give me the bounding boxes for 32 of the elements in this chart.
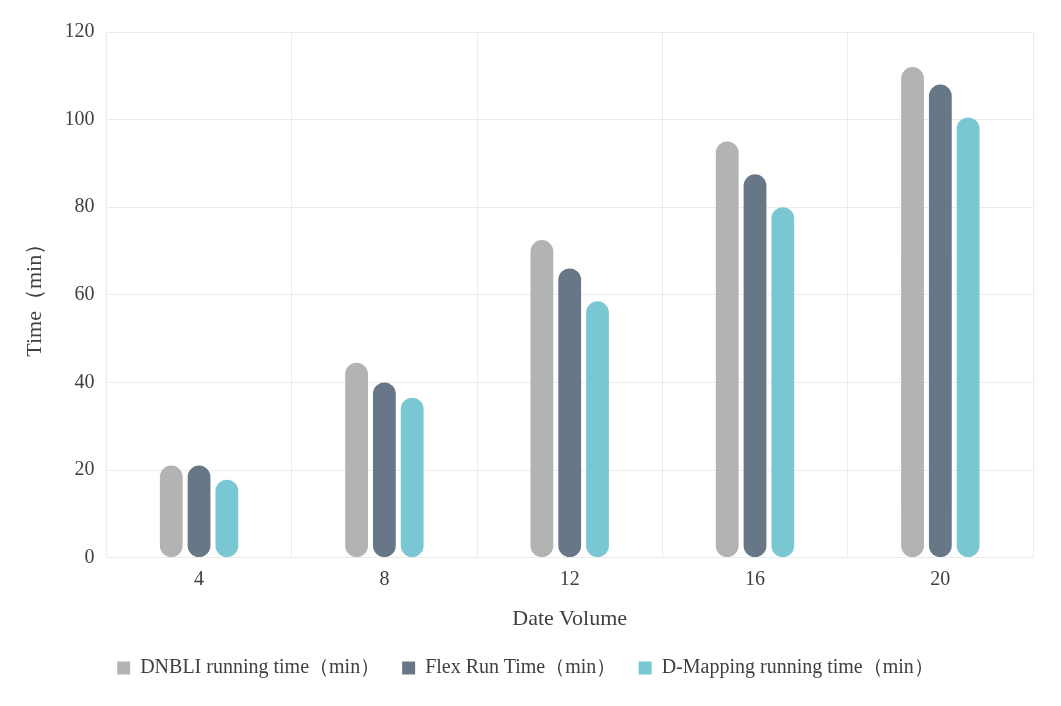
y-tick-label: 80: [74, 194, 95, 217]
y-tick-label: 0: [84, 544, 95, 567]
y-tick-label: 100: [64, 106, 95, 129]
bar: [586, 301, 609, 558]
bar: [400, 397, 424, 558]
y-tick-label: 60: [74, 282, 95, 305]
bar: [159, 465, 183, 558]
y-tick-label: 20: [74, 457, 95, 480]
bar: [956, 117, 980, 558]
x-tick-label: 8: [379, 566, 390, 589]
bar: [187, 465, 211, 558]
x-tick-label: 20: [930, 566, 951, 589]
bar: [345, 362, 368, 558]
x-tick-label: 4: [194, 566, 205, 589]
y-tick-label: 120: [64, 19, 95, 42]
bar: [743, 174, 767, 558]
x-tick-label: 16: [745, 566, 766, 589]
y-tick-label: 40: [74, 369, 95, 392]
bar: [215, 479, 239, 558]
legend-label: D-Mapping running time（min）: [661, 655, 934, 679]
y-axis-title: Time（min）: [20, 232, 46, 357]
legend-label: DNBLI running time（min）: [140, 655, 381, 679]
legend-label: Flex Run Time（min）: [425, 655, 617, 678]
bar: [928, 84, 952, 558]
bar: [771, 207, 795, 558]
x-tick-label: 12: [559, 566, 580, 589]
bar: [715, 141, 739, 558]
bar: [372, 382, 396, 558]
bar: [530, 240, 554, 558]
bar: [558, 268, 582, 558]
bar: [901, 67, 924, 558]
x-axis-title: Date Volume: [512, 604, 628, 630]
